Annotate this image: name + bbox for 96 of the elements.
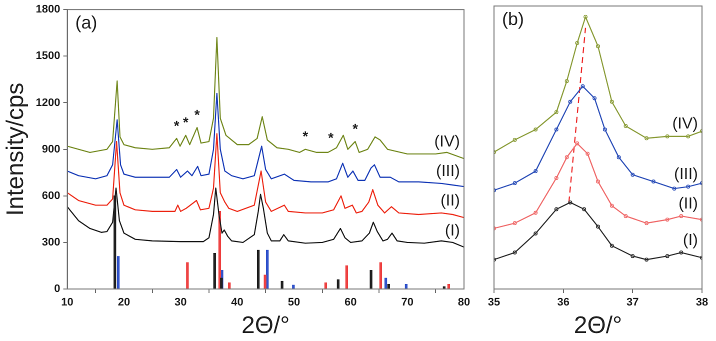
x-axis-title: 2Θ/° xyxy=(241,312,290,340)
point xyxy=(651,180,656,184)
bar xyxy=(384,278,388,289)
bar xyxy=(220,278,223,289)
annotation: * xyxy=(194,106,200,122)
y-tick-label: 1800 xyxy=(36,4,60,16)
bar xyxy=(345,265,348,289)
x-tick-label: 37 xyxy=(626,296,639,309)
x-tick-label: 50 xyxy=(288,296,300,309)
annotation: * xyxy=(174,117,180,134)
x-tick-label: 30 xyxy=(174,296,187,309)
point xyxy=(534,231,538,236)
series-label: (III) xyxy=(436,162,460,180)
point xyxy=(554,110,558,114)
x-tick-label: 20 xyxy=(118,296,130,309)
series-label: (IV) xyxy=(672,116,698,133)
bar xyxy=(264,274,266,289)
point xyxy=(596,224,600,229)
point xyxy=(512,250,517,255)
y-tick-label: 1500 xyxy=(36,50,60,62)
x-tick-label: 40 xyxy=(231,296,244,309)
bar xyxy=(256,250,260,289)
x-tick-label: 80 xyxy=(458,296,470,309)
x-tick-label: 35 xyxy=(488,296,500,309)
y-tick-label: 600 xyxy=(42,190,60,202)
y-tick-label: 1200 xyxy=(36,96,60,109)
point xyxy=(512,181,517,186)
series-label: (III) xyxy=(674,166,698,184)
bar xyxy=(379,262,382,289)
point xyxy=(564,79,569,84)
point xyxy=(554,128,558,132)
point xyxy=(686,184,690,189)
point xyxy=(568,200,572,204)
chart-title: (a) xyxy=(75,12,98,33)
y-tick-label: 0 xyxy=(54,283,60,296)
point xyxy=(616,155,621,160)
point xyxy=(592,96,597,100)
point xyxy=(582,207,586,212)
series-label: (I) xyxy=(682,232,698,249)
point xyxy=(586,152,590,156)
series-label: (IV) xyxy=(434,133,460,150)
point xyxy=(568,100,572,104)
point xyxy=(665,254,670,258)
x-tick-label: 60 xyxy=(344,296,357,309)
point xyxy=(602,128,607,132)
point xyxy=(534,128,538,132)
y-tick-label: 900 xyxy=(42,143,60,156)
point xyxy=(679,250,684,255)
point xyxy=(610,100,614,104)
point xyxy=(534,169,538,174)
point xyxy=(512,221,517,226)
bar xyxy=(213,252,216,289)
series-label: (II) xyxy=(440,192,460,210)
y-tick-label: 300 xyxy=(42,236,60,248)
point xyxy=(665,218,670,222)
series-label: (I) xyxy=(444,222,460,240)
bar xyxy=(116,256,120,289)
y-axis-title: Intensity/cps xyxy=(2,82,30,216)
annotation: * xyxy=(352,120,358,136)
point xyxy=(610,204,614,208)
point xyxy=(554,207,558,212)
annotation: * xyxy=(302,128,309,144)
point xyxy=(575,141,580,146)
annotation: * xyxy=(328,130,334,146)
x-tick-label: 36 xyxy=(557,296,570,309)
point xyxy=(686,134,690,138)
point xyxy=(630,172,635,177)
point xyxy=(644,258,649,262)
point xyxy=(624,214,628,218)
bar xyxy=(370,270,372,289)
point xyxy=(610,244,614,248)
point xyxy=(596,180,600,184)
bar xyxy=(280,280,284,289)
point xyxy=(512,138,517,142)
point xyxy=(584,14,588,19)
point xyxy=(554,176,558,180)
x-axis-title: 2Θ/° xyxy=(574,312,622,340)
point xyxy=(534,210,538,215)
point xyxy=(575,41,580,46)
point xyxy=(580,84,585,88)
chart-title: (b) xyxy=(502,8,524,29)
series-label: (II) xyxy=(678,195,698,212)
x-tick-label: 38 xyxy=(696,296,708,309)
bar xyxy=(186,262,189,289)
x-tick-label: 10 xyxy=(61,296,74,309)
point xyxy=(564,155,569,160)
point xyxy=(672,186,676,191)
x-tick-label: 70 xyxy=(401,296,414,309)
point xyxy=(596,44,600,48)
point xyxy=(644,221,649,226)
point xyxy=(679,214,684,218)
point xyxy=(665,134,670,138)
point xyxy=(624,124,628,128)
point xyxy=(644,136,649,140)
point xyxy=(630,254,635,258)
annotation: * xyxy=(182,114,189,130)
